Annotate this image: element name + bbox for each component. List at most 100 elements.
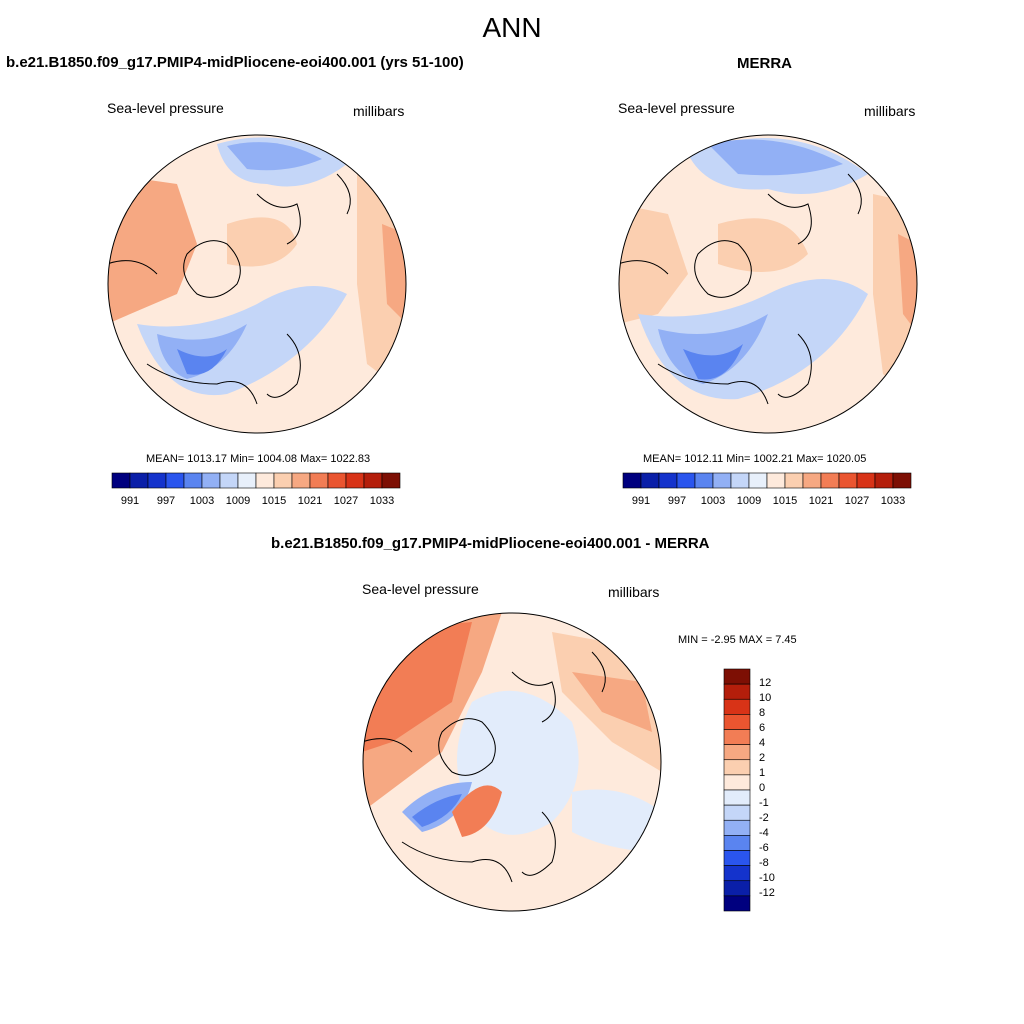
diff-coastlines	[363, 651, 606, 883]
colorbar-swatch	[676, 472, 696, 489]
colorbar-swatch	[723, 850, 751, 866]
colorbar-swatch	[255, 472, 275, 489]
diff-colorbar-tick: -6	[759, 842, 769, 854]
colorbar-swatch	[381, 472, 401, 489]
colorbar-swatch	[766, 472, 786, 489]
colorbar-swatch	[874, 472, 894, 489]
colorbar-swatch	[723, 895, 751, 912]
diff-colorbar	[723, 668, 751, 912]
model-colorbar	[111, 472, 401, 489]
colorbar-swatch	[309, 472, 329, 489]
obs-low-north-core	[708, 139, 843, 176]
obs-units-label: millibars	[864, 103, 916, 119]
colorbar-swatch	[723, 880, 751, 897]
obs-stats: MEAN= 1012.11 Min= 1002.21 Max= 1020.05	[643, 453, 867, 465]
colorbar-tick: 1033	[880, 495, 906, 507]
diff-greenland-positive	[452, 785, 502, 837]
colorbar-swatch	[129, 472, 149, 489]
diff-colorbar-tick: 2	[759, 752, 766, 764]
colorbar-swatch	[802, 472, 822, 489]
colorbar-swatch	[345, 472, 365, 489]
diff-variable-label: Sea-level pressure	[362, 581, 479, 597]
model-panel-title: b.e21.B1850.f09_g17.PMIP4-midPliocene-eo…	[6, 54, 464, 71]
colorbar-swatch	[723, 668, 751, 685]
diff-colorbar-tick: -12	[759, 887, 775, 899]
diff-northeast-positive-core	[572, 672, 652, 732]
colorbar-swatch	[291, 472, 311, 489]
colorbar-swatch	[723, 789, 751, 806]
model-low-atlantic-core	[177, 349, 227, 375]
colorbar-swatch	[723, 759, 751, 776]
colorbar-tick: 1021	[297, 495, 323, 507]
obs-low-atlantic-core	[683, 344, 743, 380]
obs-low-atlantic-mid	[658, 314, 768, 384]
obs-variable-label: Sea-level pressure	[618, 100, 735, 116]
diff-colorbar-tick: 8	[759, 707, 766, 719]
diff-units-label: millibars	[608, 584, 660, 600]
diff-colorbar-tick: -2	[759, 812, 769, 824]
diff-colorbar-tick: -4	[759, 827, 769, 839]
colorbar-swatch	[327, 472, 347, 489]
colorbar-swatch	[237, 472, 257, 489]
colorbar-swatch	[838, 472, 858, 489]
colorbar-swatch	[273, 472, 293, 489]
colorbar-swatch	[165, 472, 185, 489]
colorbar-tick: 991	[631, 495, 651, 507]
colorbar-tick: 997	[156, 495, 176, 507]
colorbar-swatch	[723, 729, 751, 745]
obs-high-centre	[718, 218, 808, 272]
colorbar-swatch	[730, 472, 750, 489]
diff-colorbar-tick: 10	[759, 692, 772, 704]
model-high-centre	[227, 217, 297, 267]
diff-colorbar-tick: 4	[759, 737, 766, 749]
colorbar-swatch	[640, 472, 660, 489]
colorbar-swatch	[892, 472, 912, 489]
colorbar-swatch	[219, 472, 239, 489]
diff-panel-title: b.e21.B1850.f09_g17.PMIP4-midPliocene-eo…	[271, 535, 710, 552]
obs-high-east-core	[898, 234, 917, 334]
diff-colorbar-tick: -10	[759, 872, 775, 884]
colorbar-swatch	[784, 472, 804, 489]
colorbar-tick: 1027	[844, 495, 870, 507]
colorbar-tick: 1015	[772, 495, 798, 507]
colorbar-swatch	[622, 472, 642, 489]
colorbar-tick: 1021	[808, 495, 834, 507]
colorbar-swatch	[723, 819, 751, 836]
obs-polar-map	[618, 134, 918, 434]
colorbar-swatch	[201, 472, 221, 489]
diff-colorbar-tick: 12	[759, 677, 772, 689]
diff-colorbar-tick: 6	[759, 722, 766, 734]
colorbar-swatch	[363, 472, 383, 489]
colorbar-swatch	[723, 835, 751, 851]
colorbar-swatch	[712, 472, 732, 489]
colorbar-tick: 1009	[736, 495, 762, 507]
colorbar-swatch	[694, 472, 714, 489]
obs-panel-title: MERRA	[737, 55, 792, 72]
colorbar-swatch	[723, 698, 751, 715]
model-polar-map	[107, 134, 407, 434]
colorbar-tick: 1033	[369, 495, 395, 507]
diff-colorbar-tick: -1	[759, 797, 769, 809]
colorbar-swatch	[856, 472, 876, 489]
diff-polar-map	[362, 612, 662, 912]
colorbar-swatch	[723, 774, 751, 791]
diff-atlantic-negative-core	[412, 794, 462, 827]
model-low-north-core	[227, 142, 322, 171]
colorbar-swatch	[723, 804, 751, 821]
obs-colorbar	[622, 472, 912, 489]
diff-stats: MIN = -2.95 MAX = 7.45	[678, 634, 797, 646]
obs-colorbar-ticks: 991 997 1003 1009 1015 1021 1027 1033	[623, 495, 911, 509]
model-low-atlantic-mid	[157, 324, 247, 379]
diff-colorbar-ticks: 12 10 8 6 4 2 1 0 -1 -2 -4 -6 -8 -10 -12	[759, 677, 799, 917]
colorbar-tick: 1003	[189, 495, 215, 507]
colorbar-tick: 991	[120, 495, 140, 507]
colorbar-tick: 1027	[333, 495, 359, 507]
colorbar-swatch	[723, 714, 751, 730]
colorbar-swatch	[723, 865, 751, 882]
colorbar-swatch	[111, 472, 131, 489]
colorbar-swatch	[820, 472, 840, 489]
colorbar-tick: 1009	[225, 495, 251, 507]
colorbar-swatch	[147, 472, 167, 489]
model-stats: MEAN= 1013.17 Min= 1004.08 Max= 1022.83	[146, 453, 371, 465]
colorbar-swatch	[723, 744, 751, 761]
